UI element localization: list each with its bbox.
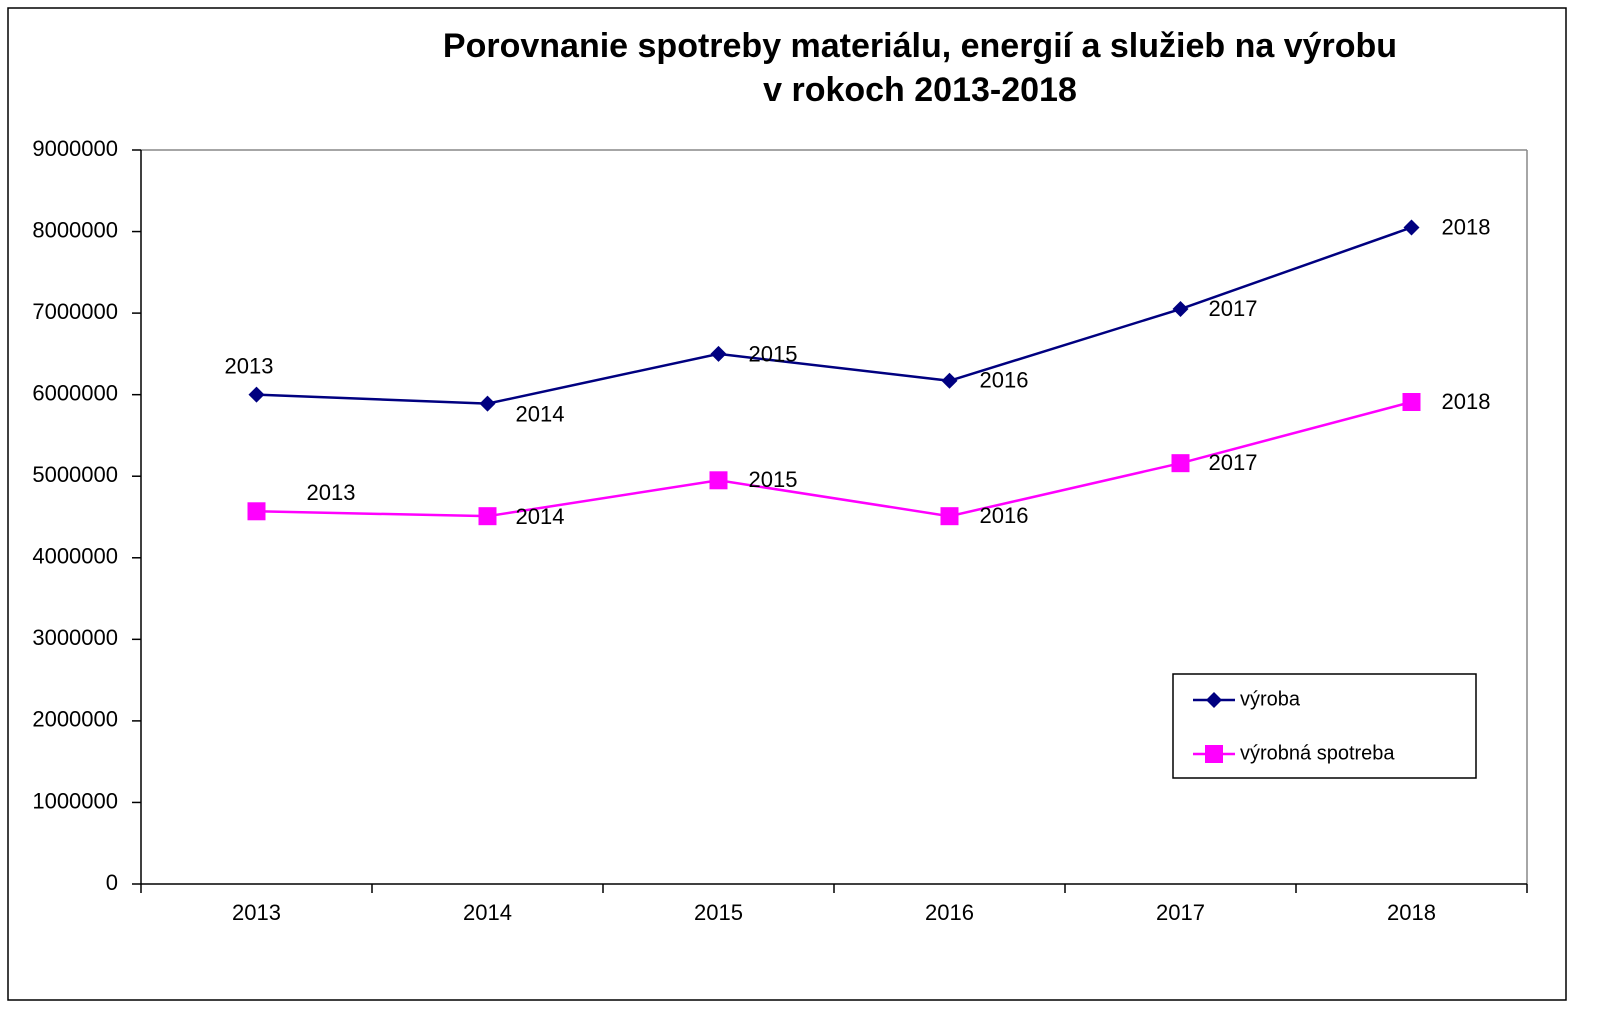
data-label: 2018 bbox=[1442, 389, 1491, 414]
marker bbox=[709, 471, 728, 490]
marker bbox=[710, 345, 727, 362]
data-label: 2015 bbox=[749, 467, 798, 492]
data-label: 2017 bbox=[1209, 450, 1258, 475]
marker bbox=[479, 395, 496, 412]
marker bbox=[1205, 745, 1223, 763]
y-tick-label: 0 bbox=[106, 870, 118, 895]
chart-border bbox=[7, 7, 1567, 1001]
y-tick-label: 2000000 bbox=[32, 707, 118, 732]
legend-label: výroba bbox=[1240, 688, 1301, 710]
marker bbox=[478, 507, 497, 526]
marker bbox=[247, 502, 266, 521]
marker bbox=[1402, 393, 1421, 412]
y-tick-label: 1000000 bbox=[32, 788, 118, 813]
marker bbox=[1403, 219, 1420, 236]
line bbox=[256, 226, 1412, 405]
legend: výroba výrobná spotreba bbox=[1172, 673, 1477, 779]
marker bbox=[1171, 454, 1190, 473]
marker bbox=[941, 372, 958, 389]
legend-box bbox=[1172, 673, 1477, 779]
legend-label: výrobná spotreba bbox=[1240, 742, 1395, 764]
marker bbox=[248, 386, 265, 403]
data-label: 2018 bbox=[1442, 214, 1491, 239]
y-tick-label: 3000000 bbox=[32, 625, 118, 650]
x-tick-label: 2016 bbox=[925, 900, 974, 925]
y-tick-label: 8000000 bbox=[32, 217, 118, 242]
data-label: 2014 bbox=[516, 401, 565, 426]
line bbox=[256, 400, 1412, 518]
data-label: 2016 bbox=[980, 368, 1029, 393]
data-label: 2014 bbox=[516, 504, 565, 529]
chart-title: Porovnanie spotreby materiálu, energií a… bbox=[443, 27, 1397, 65]
data-label: 2017 bbox=[1209, 296, 1258, 321]
data-label: 2013 bbox=[307, 480, 356, 505]
y-tick-label: 6000000 bbox=[32, 380, 118, 405]
y-tick-label: 9000000 bbox=[32, 136, 118, 161]
x-tick-label: 2015 bbox=[694, 900, 743, 925]
x-tick-label: 2018 bbox=[1387, 900, 1436, 925]
chart-title: v rokoch 2013-2018 bbox=[763, 71, 1077, 109]
marker bbox=[940, 507, 959, 526]
marker bbox=[1172, 301, 1189, 318]
x-tick-label: 2013 bbox=[232, 900, 281, 925]
x-tick-label: 2017 bbox=[1156, 900, 1205, 925]
marker bbox=[1206, 692, 1222, 708]
x-tick-label: 2014 bbox=[463, 900, 512, 925]
y-tick-label: 4000000 bbox=[32, 544, 118, 569]
data-label: 2016 bbox=[980, 503, 1029, 528]
y-tick-label: 5000000 bbox=[32, 462, 118, 487]
y-tick-label: 7000000 bbox=[32, 299, 118, 324]
data-label: 2013 bbox=[225, 353, 274, 378]
data-label: 2015 bbox=[749, 342, 798, 367]
